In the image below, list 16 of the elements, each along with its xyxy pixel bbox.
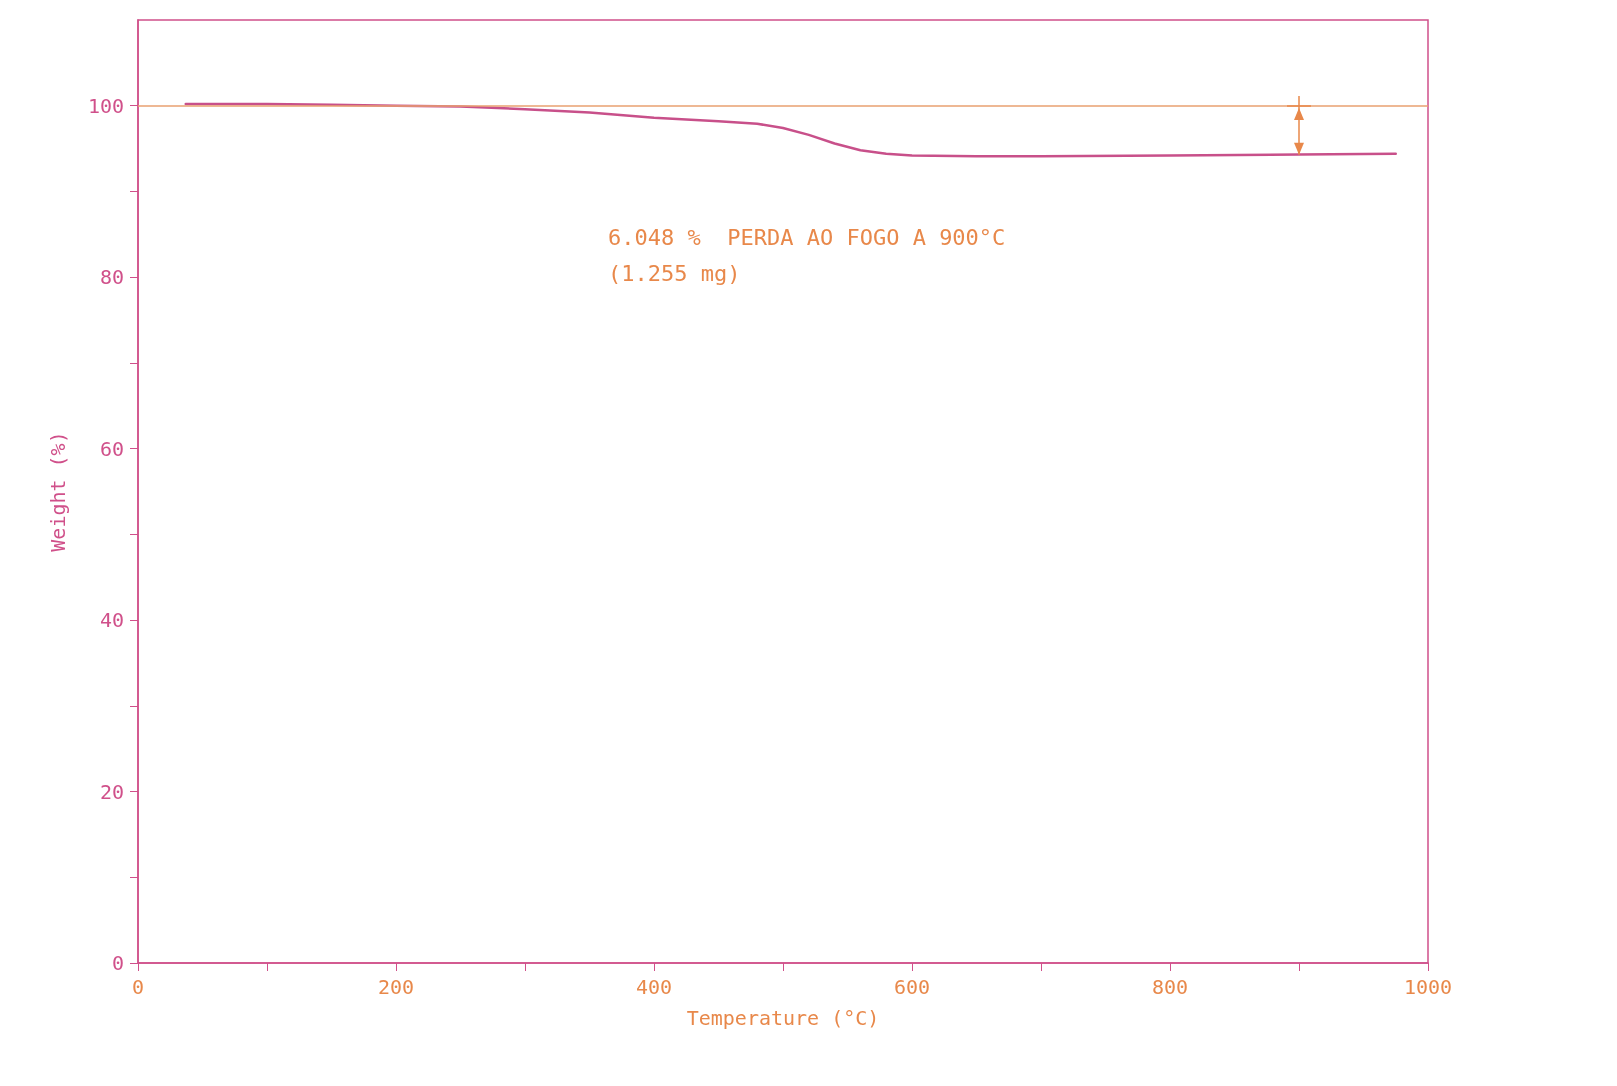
x-tick-label: 400 <box>635 975 673 999</box>
y-tick-label: 100 <box>87 93 124 118</box>
y-tick-label: 40 <box>99 608 124 633</box>
annotation: 6.048 % PERDA AO FOGO A 900°C <box>608 224 1006 250</box>
y-tick-label: 20 <box>99 779 124 804</box>
x-tick-label: 0 <box>131 975 145 999</box>
y-tick-label: 80 <box>99 265 124 290</box>
y-tick-label: 60 <box>99 436 124 461</box>
x-tick-label: 800 <box>1151 975 1189 999</box>
annotation: (1.255 mg) <box>608 260 741 286</box>
x-tick-label: 1000 <box>1403 975 1453 999</box>
y-axis-title: Weight (%) <box>46 431 70 552</box>
x-tick-label: 600 <box>893 975 931 999</box>
x-tick-label: 200 <box>377 975 415 999</box>
x-axis-title: Temperature (°C) <box>686 1006 880 1030</box>
y-tick-label: 0 <box>111 951 124 975</box>
